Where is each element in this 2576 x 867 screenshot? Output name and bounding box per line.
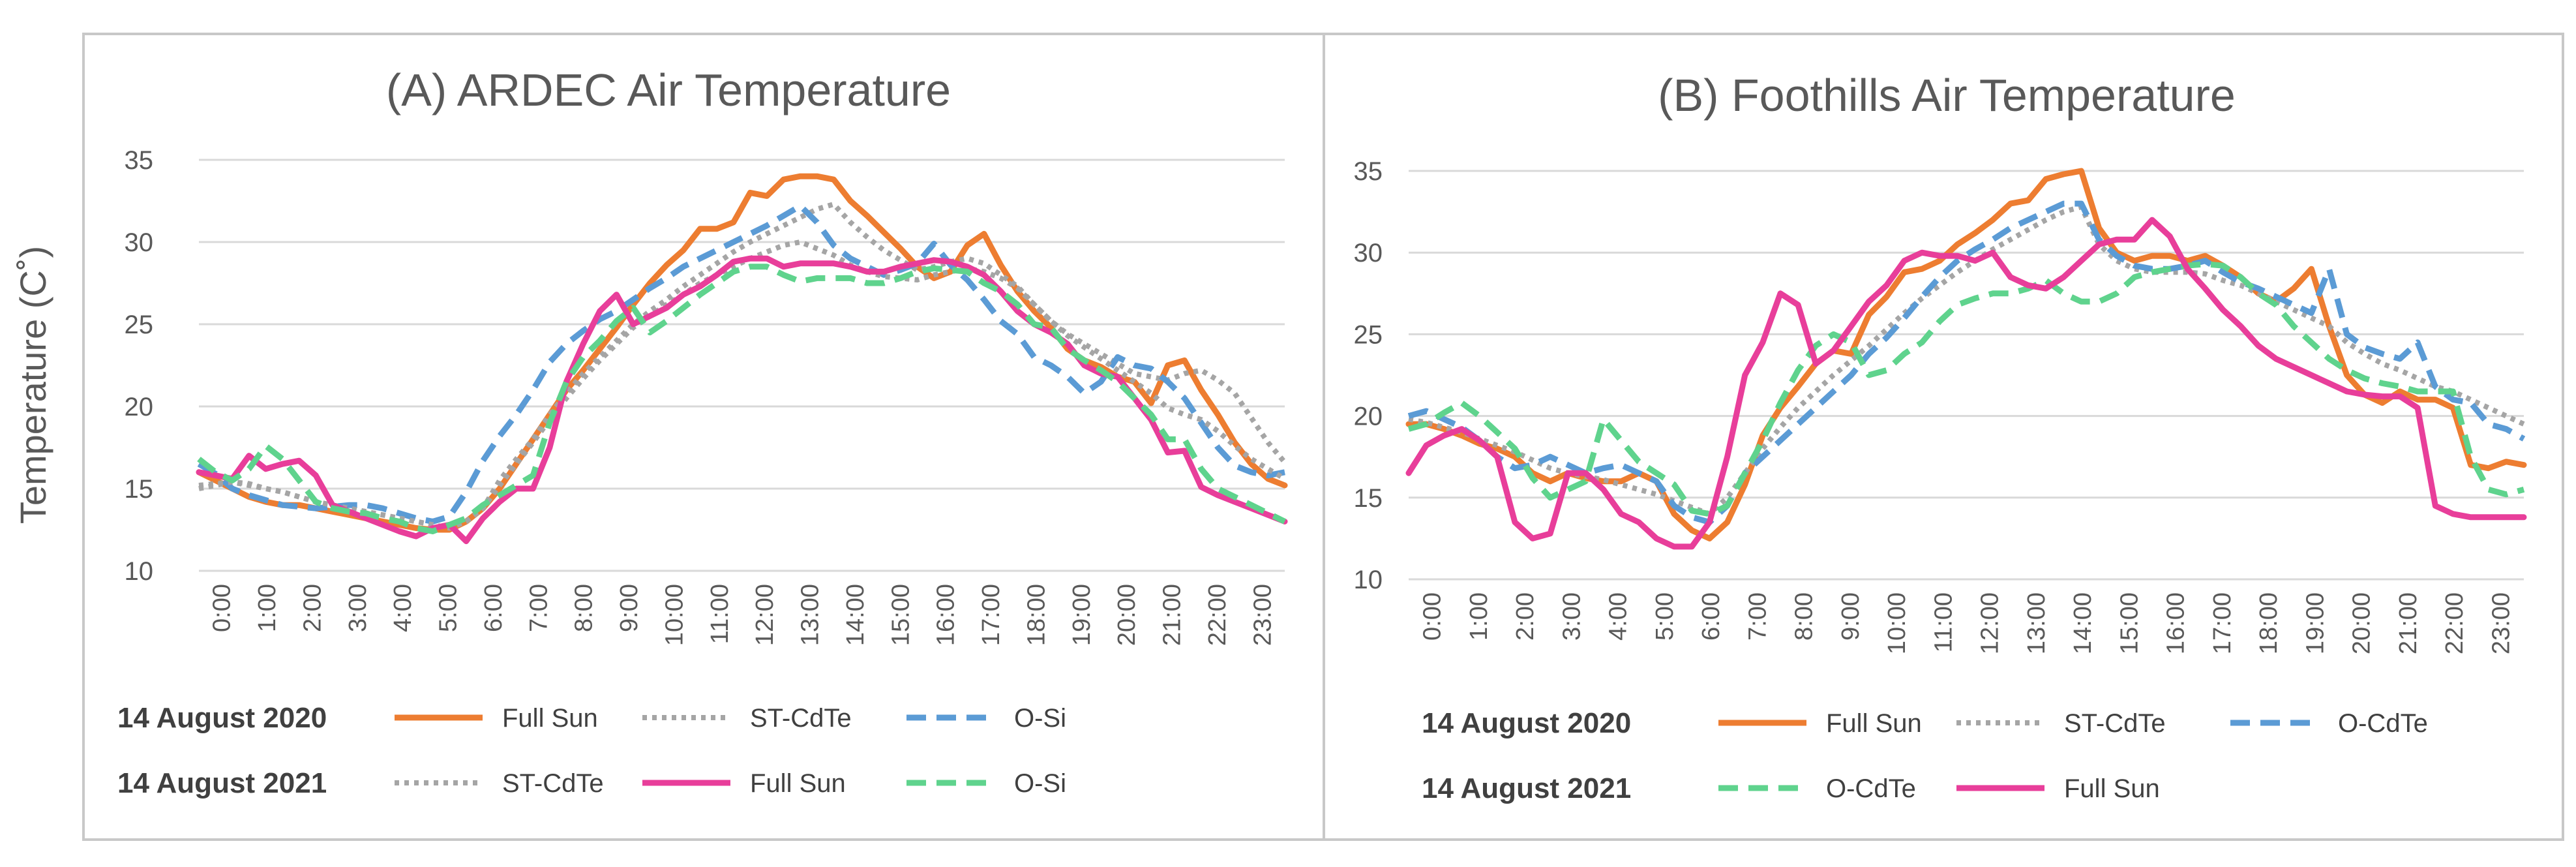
panel-a-legend-label: Full Sun <box>750 769 846 798</box>
panel-a-legend-year: 14 August 2020 <box>117 702 327 734</box>
panel-a-x-tick-label: 19:00 <box>1068 584 1096 646</box>
panel-b-x-tick-label: 16:00 <box>2163 592 2190 654</box>
panel-a-x-tick-label: 11:00 <box>706 584 734 644</box>
panel-a-legend-label: Full Sun <box>502 704 598 733</box>
panel-b-y-tick-label: 10 <box>1354 566 1383 594</box>
panel-b-series-o-cdte-2020 <box>1407 200 2526 525</box>
panel-a-legend-label: ST-CdTe <box>750 704 852 733</box>
panel-a-x-tick-label: 1:00 <box>254 584 281 632</box>
panel-a-x-tick-label: 8:00 <box>571 584 598 632</box>
panel-b-chart: (B) Foothills Air Temperature 10 15 20 25 30 3… <box>1354 70 2527 804</box>
panel-b-y-tick-label: 25 <box>1354 320 1383 349</box>
panel-a-legend-label: O-Si <box>1014 769 1066 798</box>
panel-b-x-tick-label: 7:00 <box>1744 592 1771 641</box>
panel-b-x-tick-label: 15:00 <box>2116 592 2143 654</box>
panel-a-series-st-cdte-2020 <box>198 202 1287 531</box>
panel-a-y-tick-label: 20 <box>125 393 154 421</box>
panel-a-x-tick-label: 23:00 <box>1249 584 1276 646</box>
panel-b-x-tick-label: 8:00 <box>1791 592 1818 641</box>
panel-b-legend-label: Full Sun <box>1826 709 1922 738</box>
panel-b-x-tick-label: 14:00 <box>2069 592 2097 654</box>
panel-a-x-tick-label: 17:00 <box>978 584 1005 646</box>
panel-b-legend-label: O-CdTe <box>2338 709 2428 738</box>
panel-a-y-tick-label: 10 <box>125 557 154 586</box>
panel-b-series-full-sun-2021 <box>1405 217 2527 550</box>
panel-b-x-tick-label: 20:00 <box>2348 592 2376 654</box>
panel-b-legend-label: O-CdTe <box>1826 774 1916 803</box>
panel-a-y-tick-label: 15 <box>125 475 154 504</box>
panel-a-x-tick-label: 7:00 <box>525 584 552 632</box>
panel-a-x-tick-label: 20:00 <box>1113 584 1141 646</box>
panel-b-y-tick-label: 30 <box>1354 239 1383 267</box>
panel-b-x-tick-label: 0:00 <box>1419 592 1446 641</box>
panel-a-x-tick-label: 3:00 <box>344 584 372 632</box>
panel-a-x-tick-label: 18:00 <box>1023 584 1050 646</box>
panel-a-x-tick-label: 10:00 <box>661 584 688 646</box>
panel-a-legend-label: O-Si <box>1014 704 1066 733</box>
panel-b-x-tick-label: 21:00 <box>2395 592 2422 654</box>
panel-b-series-o-cdte-2021 <box>1407 261 2525 517</box>
panel-b-x-tick-label: 18:00 <box>2255 592 2283 654</box>
panel-b-x-tick-label: 12:00 <box>1977 592 2004 654</box>
panel-a-x-tick-label: 12:00 <box>751 584 779 646</box>
panel-b-x-tick-label: 6:00 <box>1698 592 1725 641</box>
panel-a-x-tick-label: 9:00 <box>616 584 643 632</box>
panel-b-y-tick-label: 20 <box>1354 403 1383 431</box>
panel-b-x-tick-label: 11:00 <box>1930 592 1957 652</box>
panel-b-legend-label: ST-CdTe <box>2064 709 2166 738</box>
panel-b-x-tick-label: 3:00 <box>1558 592 1585 641</box>
panel-a-y-tick-label: 25 <box>125 311 154 339</box>
panel-b-x-tick-label: 17:00 <box>2209 592 2236 654</box>
panel-b-x-tick-label: 2:00 <box>1512 592 1539 641</box>
panel-b-x-tick-label: 23:00 <box>2487 592 2515 654</box>
panel-a-x-tick-label: 22:00 <box>1204 584 1231 646</box>
panel-b-x-tick-label: 9:00 <box>1837 592 1865 641</box>
y-axis-label: Temperature (C˚) <box>12 246 53 524</box>
panel-b-legend-year: 14 August 2020 <box>1422 707 1631 739</box>
panel-a-legend-label: ST-CdTe <box>502 769 604 798</box>
panel-a-x-tick-label: 2:00 <box>299 584 326 632</box>
panel-b-y-tick-label: 35 <box>1354 157 1383 186</box>
panel-a-x-tick-label: 0:00 <box>209 584 236 632</box>
panel-a-x-tick-label: 15:00 <box>887 584 914 646</box>
panel-a-x-tick-label: 14:00 <box>842 584 869 646</box>
panel-a-x-tick-label: 16:00 <box>933 584 960 646</box>
panel-b-x-tick-label: 1:00 <box>1465 592 1493 641</box>
panel-b-title: (B) Foothills Air Temperature <box>1658 70 2236 121</box>
panel-a-legend-year: 14 August 2021 <box>117 767 327 799</box>
panel-a-x-tick-label: 4:00 <box>389 584 417 632</box>
panel-b-legend-label: Full Sun <box>2064 774 2160 803</box>
panel-a-series-o-si-2020 <box>197 203 1285 525</box>
panel-a-x-tick-label: 13:00 <box>797 584 824 646</box>
panel-b-x-tick-label: 19:00 <box>2301 592 2329 654</box>
panel-b-y-tick-label: 15 <box>1354 484 1383 513</box>
panel-a-title: (A) ARDEC Air Temperature <box>386 65 951 115</box>
panel-b-x-tick-label: 5:00 <box>1651 592 1679 641</box>
panel-b-legend-year: 14 August 2021 <box>1422 772 1631 804</box>
panel-a-chart: (A) ARDEC Air Temperature 10 15 20 25 30 35 0:0… <box>117 65 1288 799</box>
panel-b-x-tick-label: 13:00 <box>2023 592 2050 654</box>
panel-a-x-tick-label: 6:00 <box>480 584 507 632</box>
panel-b-x-tick-label: 10:00 <box>1883 592 1911 654</box>
panel-a-y-tick-label: 30 <box>125 228 154 257</box>
panel-b-x-tick-label: 4:00 <box>1605 592 1632 641</box>
panel-a-x-tick-label: 5:00 <box>435 584 462 632</box>
panel-a-x-tick-label: 21:00 <box>1159 584 1186 646</box>
panel-a-y-tick-label: 35 <box>125 146 154 175</box>
panel-a-series-o-si-2021 <box>197 264 1286 534</box>
panel-b-frame <box>1323 33 2564 841</box>
panel-b-x-tick-label: 22:00 <box>2441 592 2468 654</box>
